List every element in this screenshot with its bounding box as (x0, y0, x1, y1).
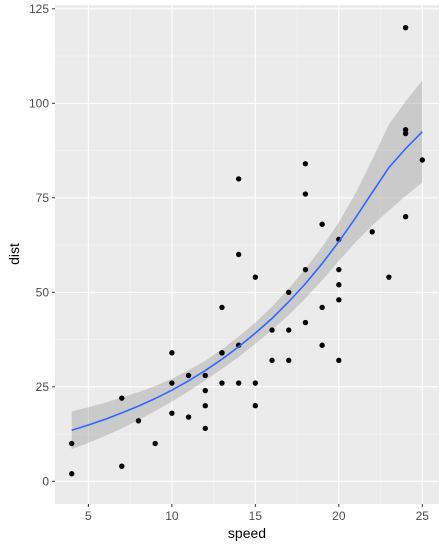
data-point (152, 440, 158, 447)
data-point (252, 403, 259, 409)
data-point (402, 214, 409, 220)
data-point (302, 161, 309, 167)
data-point (336, 266, 342, 273)
x-tick-label: 20 (332, 509, 346, 523)
data-point (386, 274, 392, 280)
data-point (202, 403, 208, 409)
data-point (69, 471, 75, 477)
data-point (219, 350, 225, 356)
x-axis-ticks: 5 10 15 20 25 (85, 504, 429, 523)
data-point (319, 304, 325, 311)
data-point (252, 274, 259, 280)
y-tick-label: 100 (29, 96, 49, 110)
y-tick-label: 25 (36, 380, 50, 394)
data-point (202, 425, 208, 432)
x-axis-title: speed (228, 525, 266, 541)
data-point (169, 350, 175, 356)
data-point (69, 440, 75, 447)
y-axis-ticks: 0 25 50 75 100 125 (29, 2, 55, 488)
data-point (336, 357, 342, 364)
data-point (185, 372, 192, 379)
data-point (286, 327, 292, 333)
data-point (402, 24, 409, 31)
data-point (202, 387, 208, 394)
y-tick-label: 125 (29, 2, 49, 16)
smooth-fit-line (71, 131, 423, 432)
data-point (419, 157, 425, 163)
data-point (336, 282, 342, 288)
data-point (235, 176, 242, 182)
data-point (402, 127, 409, 133)
y-tick-label: 50 (36, 285, 50, 299)
data-point (119, 395, 125, 401)
data-point (402, 130, 409, 137)
x-tick-label: 5 (85, 509, 92, 523)
data-point (302, 319, 309, 326)
major-grid (55, 5, 439, 504)
x-tick-label: 25 (416, 509, 430, 523)
data-point (286, 357, 292, 364)
data-point (169, 380, 175, 386)
data-point (286, 289, 292, 295)
data-point (135, 418, 142, 424)
data-point (235, 251, 242, 258)
data-point (219, 380, 225, 386)
data-point (219, 304, 225, 311)
data-point (235, 380, 242, 386)
data-point (319, 221, 325, 227)
data-point (202, 372, 208, 379)
data-point (319, 342, 325, 348)
data-point (269, 357, 275, 364)
y-tick-label: 0 (42, 474, 49, 488)
y-tick-label: 75 (36, 191, 50, 205)
data-point (302, 191, 309, 197)
smooth-line (71, 131, 423, 432)
data-point (369, 229, 375, 235)
confidence-band (71, 80, 423, 450)
data-point (169, 410, 175, 416)
data-point (252, 380, 259, 386)
data-point (269, 327, 275, 333)
confidence-ribbon (71, 80, 423, 450)
x-tick-label: 15 (249, 509, 263, 523)
y-axis-title: dist (6, 243, 22, 265)
plot-panel (55, 5, 439, 504)
x-tick-label: 10 (165, 509, 179, 523)
data-point (185, 414, 192, 420)
data-point (302, 266, 309, 273)
data-point (119, 463, 125, 469)
data-point (336, 297, 342, 303)
